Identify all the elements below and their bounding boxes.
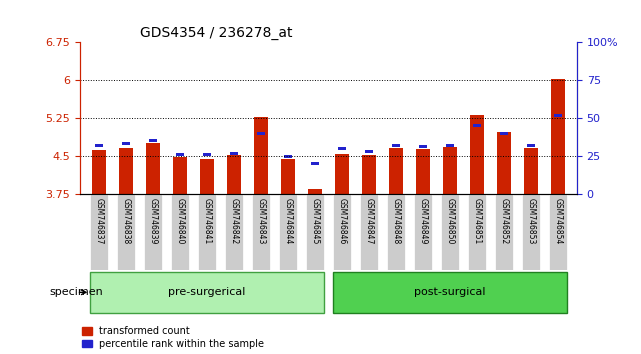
FancyBboxPatch shape [225,194,243,270]
Text: GSM746839: GSM746839 [149,198,158,244]
Bar [392,144,400,147]
Text: GSM746848: GSM746848 [392,198,401,244]
FancyBboxPatch shape [144,194,162,270]
Bar [497,132,512,194]
Bar [335,154,349,194]
FancyBboxPatch shape [279,194,297,270]
Bar [473,124,481,127]
Bar [311,162,319,165]
Bar [254,117,269,194]
FancyBboxPatch shape [253,194,270,270]
Bar [527,144,535,147]
Bar [257,132,265,135]
Bar [415,149,431,194]
Text: GSM746852: GSM746852 [499,198,508,244]
FancyBboxPatch shape [414,194,432,270]
FancyBboxPatch shape [495,194,513,270]
Text: GSM746838: GSM746838 [122,198,131,244]
Bar [388,148,403,194]
Bar [230,152,238,155]
FancyBboxPatch shape [90,272,324,313]
FancyBboxPatch shape [549,194,567,270]
Bar [551,79,565,194]
Bar [446,144,454,147]
Bar [470,115,485,194]
Text: GSM746851: GSM746851 [472,198,481,244]
Bar [500,132,508,135]
FancyBboxPatch shape [90,194,108,270]
Text: GSM746845: GSM746845 [310,198,319,244]
Bar [122,142,130,145]
FancyBboxPatch shape [333,194,351,270]
FancyBboxPatch shape [441,194,459,270]
Text: GSM746837: GSM746837 [94,198,104,244]
Bar [92,150,106,194]
FancyBboxPatch shape [468,194,486,270]
Bar [199,159,215,194]
Text: post-surgical: post-surgical [414,287,486,297]
Bar [149,139,157,142]
Bar [226,155,242,194]
Bar [176,153,184,156]
Legend: transformed count, percentile rank within the sample: transformed count, percentile rank withi… [82,326,264,349]
Text: specimen: specimen [50,287,103,297]
Text: GDS4354 / 236278_at: GDS4354 / 236278_at [140,26,292,40]
FancyBboxPatch shape [333,272,567,313]
FancyBboxPatch shape [117,194,135,270]
Bar [419,145,427,148]
Text: GSM746840: GSM746840 [176,198,185,244]
Bar [442,147,458,194]
Text: GSM746853: GSM746853 [526,198,535,244]
Bar [365,150,373,153]
Text: pre-surgerical: pre-surgerical [169,287,246,297]
Bar [554,114,562,117]
Bar [281,159,296,194]
Bar [95,144,103,147]
FancyBboxPatch shape [171,194,189,270]
Bar [172,157,187,194]
FancyBboxPatch shape [360,194,378,270]
FancyBboxPatch shape [198,194,216,270]
Text: GSM746841: GSM746841 [203,198,212,244]
Bar [338,147,346,150]
FancyBboxPatch shape [387,194,404,270]
Text: GSM746844: GSM746844 [283,198,292,244]
Bar [284,155,292,158]
Text: GSM746850: GSM746850 [445,198,454,244]
FancyBboxPatch shape [522,194,540,270]
Text: GSM746854: GSM746854 [553,198,563,244]
Text: GSM746847: GSM746847 [365,198,374,244]
Text: GSM746843: GSM746843 [256,198,265,244]
FancyBboxPatch shape [306,194,324,270]
Bar [146,143,160,194]
Bar [308,189,322,194]
Text: GSM746842: GSM746842 [229,198,238,244]
Bar [203,153,211,156]
Bar [362,155,376,194]
Text: GSM746849: GSM746849 [419,198,428,244]
Bar [524,148,538,194]
Bar [119,148,133,194]
Text: GSM746846: GSM746846 [338,198,347,244]
